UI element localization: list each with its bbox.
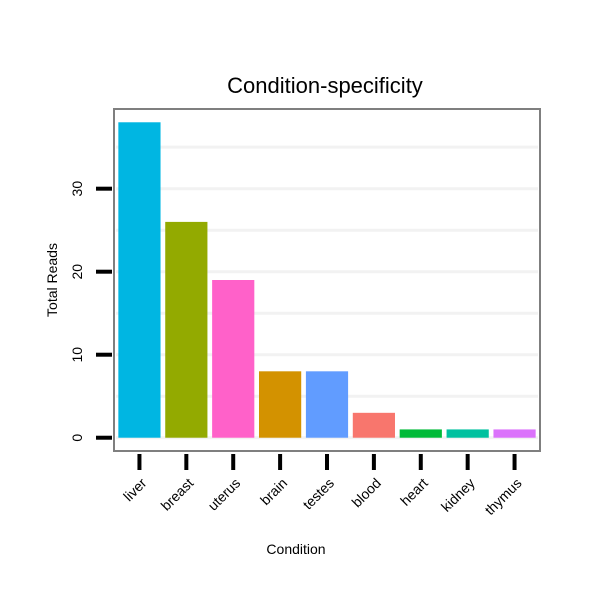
bar-liver (118, 122, 161, 438)
y-tick-label: 0 (69, 434, 85, 442)
x-tick-label-uterus: uterus (205, 475, 244, 514)
x-tick-label-liver: liver (120, 475, 150, 505)
chart-title: Condition-specificity (227, 73, 423, 98)
bar-heart (399, 429, 442, 438)
y-tick-label: 20 (69, 264, 85, 280)
x-axis-label: Condition (266, 541, 325, 557)
y-axis: 0 10 20 30 (69, 181, 112, 442)
y-axis-label: Total Reads (44, 243, 60, 317)
bar-thymus (493, 429, 536, 438)
bars (118, 122, 536, 438)
bar-kidney (446, 429, 489, 438)
x-tick-label-breast: breast (158, 475, 197, 514)
bar-uterus (212, 280, 255, 438)
x-tick-label-kidney: kidney (438, 475, 478, 515)
y-tick-label: 30 (69, 181, 85, 197)
x-tick-label-thymus: thymus (481, 475, 524, 518)
y-tick-label: 10 (69, 347, 85, 363)
bar-blood (352, 412, 395, 438)
bar-testes (305, 371, 349, 438)
bar-brain (259, 371, 302, 438)
x-tick-label-blood: blood (348, 475, 384, 511)
x-tick-label-brain: brain (257, 475, 290, 508)
x-axis: liver breast uterus brain testes blood heart ki… (120, 454, 525, 518)
x-tick-label-heart: heart (397, 475, 431, 509)
bar-breast (165, 221, 208, 438)
x-tick-label-testes: testes (299, 475, 337, 513)
